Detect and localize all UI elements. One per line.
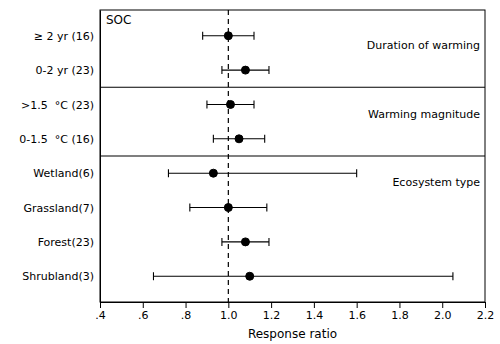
x-tick: 1.6	[348, 302, 366, 322]
error-cap-low	[153, 272, 154, 280]
x-tick-label: 1.2	[263, 309, 281, 322]
y-tick: 0-2 yr (23)	[35, 64, 100, 77]
error-cap-low	[221, 66, 222, 74]
x-tick: 1.0	[220, 302, 238, 322]
x-tick-label: .8	[181, 309, 192, 322]
x-tick: 2.0	[434, 302, 452, 322]
section-label: Warming magnitude	[368, 108, 480, 121]
plot-frame	[100, 10, 485, 302]
x-tick: 1.4	[306, 302, 324, 322]
error-cap-high	[264, 135, 265, 143]
point	[209, 169, 217, 177]
annotation: SOC	[106, 13, 131, 27]
error-cap-low	[221, 238, 222, 246]
error-cap-low	[206, 100, 207, 108]
x-tick-mark	[271, 302, 272, 308]
x-tick-label: .4	[95, 309, 106, 322]
x-tick: 1.2	[263, 302, 281, 322]
y-tick-label: ≥ 2 yr (16)	[34, 30, 94, 43]
y-tick: 0-1.5 °C (16)	[19, 133, 100, 146]
error-cap-high	[253, 32, 254, 40]
x-tick-label: .6	[138, 309, 149, 322]
x-tick-label: 2.2	[477, 309, 495, 322]
x-tick-mark	[357, 302, 358, 308]
x-axis-title: Response ratio	[248, 327, 337, 341]
point	[235, 135, 243, 143]
error-bar	[168, 173, 356, 174]
point	[224, 204, 232, 212]
x-axis-line	[101, 303, 486, 309]
y-tick: Grassland(7)	[23, 202, 100, 215]
point	[246, 272, 254, 280]
y-tick: Forest(23)	[38, 236, 100, 249]
plot-area: .4 .6 .8 1.0 1.2 1.4 1.6 1.8 2.0 2.2 ≥ 2 yr (16) 0-…	[19, 10, 494, 322]
error-cap-low	[202, 32, 203, 40]
y-tick-label: Wetland(6)	[33, 167, 94, 180]
error-bar-group	[207, 100, 254, 108]
y-tick: >1.5 °C (23)	[21, 98, 100, 111]
error-cap-high	[356, 169, 357, 177]
point	[241, 238, 249, 246]
point	[224, 32, 232, 40]
error-cap-high	[253, 100, 254, 108]
error-cap-low	[213, 135, 214, 143]
x-tick: .8	[181, 302, 192, 322]
x-tick: 1.8	[391, 302, 409, 322]
error-bar-group	[190, 204, 267, 212]
error-cap-high	[268, 66, 269, 74]
x-tick: .4	[95, 302, 106, 322]
error-bar-group	[203, 32, 254, 40]
error-cap-low	[168, 169, 169, 177]
point	[241, 66, 249, 74]
error-bar	[153, 276, 452, 277]
x-tick-label: 1.6	[348, 309, 366, 322]
x-tick-mark	[228, 302, 229, 308]
chart: .4 .6 .8 1.0 1.2 1.4 1.6 1.8 2.0 2.2 ≥ 2 yr (16) 0-…	[0, 0, 500, 344]
annotations: Duration of warming Warming magnitude Ecos…	[106, 13, 480, 190]
error-bar-group	[168, 169, 356, 177]
y-tick-label: >1.5 °C (23)	[21, 98, 94, 111]
x-tick-mark	[186, 302, 187, 308]
x-tick-mark	[485, 302, 486, 308]
error-bar-group	[222, 66, 269, 74]
x-tick-label: 1.8	[391, 309, 409, 322]
x-tick-label: 2.0	[434, 309, 452, 322]
section-divider	[100, 155, 485, 156]
x-axis: .4 .6 .8 1.0 1.2 1.4 1.6 1.8 2.0 2.2	[95, 302, 494, 322]
x-tick-mark	[100, 302, 101, 308]
y-tick: Shrubland(3)	[22, 270, 100, 283]
y-tick-label: 0-2 yr (23)	[35, 64, 94, 77]
y-tick: ≥ 2 yr (16)	[34, 30, 100, 43]
error-bar-group	[222, 238, 269, 246]
x-tick-mark	[314, 302, 315, 308]
section-label: Duration of warming	[367, 39, 480, 52]
y-tick-label: Shrubland(3)	[22, 270, 94, 283]
error-cap-low	[189, 204, 190, 212]
y-tick-label: Forest(23)	[38, 236, 94, 249]
error-bar-group	[153, 272, 452, 280]
error-bar-group	[213, 135, 264, 143]
marks	[100, 10, 485, 302]
x-tick: 2.2	[477, 302, 495, 322]
section-label: Ecosystem type	[392, 176, 480, 189]
y-tick: Wetland(6)	[33, 167, 100, 180]
section-divider	[100, 87, 485, 88]
x-tick-label: 1.0	[220, 309, 238, 322]
x-tick-mark	[143, 302, 144, 308]
y-tick-label: Grassland(7)	[23, 202, 94, 215]
y-axis: ≥ 2 yr (16) 0-2 yr (23) >1.5 °C (23) 0-1.5 …	[19, 11, 100, 303]
x-tick: .6	[138, 302, 149, 322]
x-tick-label: 1.4	[306, 309, 324, 322]
x-tick-mark	[442, 302, 443, 308]
error-cap-high	[452, 272, 453, 280]
error-cap-high	[268, 238, 269, 246]
x-tick-mark	[399, 302, 400, 308]
error-cap-high	[266, 204, 267, 212]
y-tick-label: 0-1.5 °C (16)	[19, 133, 94, 146]
point	[226, 100, 234, 108]
